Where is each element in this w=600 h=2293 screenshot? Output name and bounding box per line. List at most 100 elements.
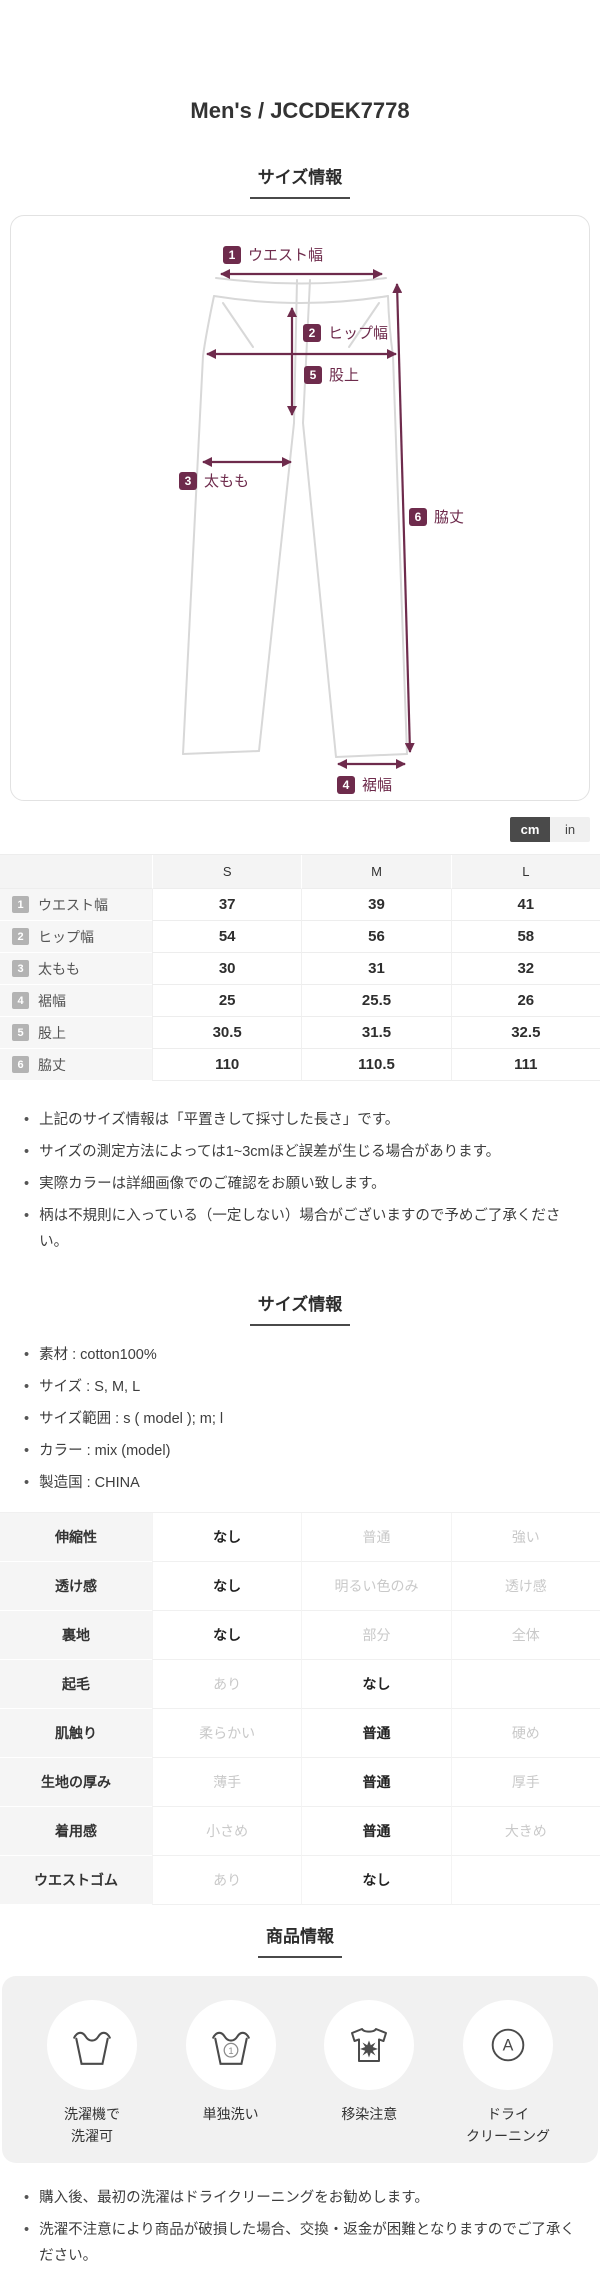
measure-label-rise: 5 股上 [304,364,359,385]
material-item: 製造国 : CHINA [20,1470,580,1496]
measure-label-hem: 4 裾幅 [337,774,392,795]
measurement-lines [202,269,415,769]
attribute-label: 透け感 [0,1562,152,1611]
attribute-option: 大きめ [450,1807,600,1856]
attribute-option: あり [152,1660,302,1709]
size-value-cell: 58 [450,921,600,953]
attribute-option: 明るい色のみ [301,1562,451,1611]
measure-label-text: 股上 [329,367,360,384]
note-item: 実際カラーは詳細画像でのご確認をお願い致します。 [20,1171,580,1197]
measure-label-thigh: 3 太もも [179,470,249,491]
note-item: 購入後、最初の洗濯はドライクリーニングをお勧めします。 [20,2185,580,2211]
measure-label-waist: 1 ウエスト幅 [223,244,323,265]
attribute-option: 薄手 [152,1758,302,1807]
size-value-cell: 26 [450,985,600,1017]
size-row-label: 1 ウエスト幅 [0,889,152,921]
size-table-column-header: S [152,855,302,889]
row-number-badge: 3 [12,960,29,977]
attribute-option: 普通 [301,1513,451,1562]
attribute-option: あり [152,1856,302,1905]
dry-clean-icon: A [491,2028,525,2062]
care-item-wash-separately: 1 単独洗い [181,2000,281,2147]
attribute-option: なし [301,1660,451,1709]
size-value-cell: 110.5 [301,1049,451,1081]
attribute-label: 起毛 [0,1660,152,1709]
care-label: 洗濯機で 洗濯可 [64,2106,120,2144]
pants-outline-svg [182,269,415,769]
size-value-cell: 111 [450,1049,600,1081]
care-instructions-panel: 洗濯機で 洗濯可 1 単独洗い 移染注意 A [2,1976,598,2163]
wash-separately-icon: 1 [211,2031,250,2065]
attribute-label: 着用感 [0,1807,152,1856]
size-value-cell: 39 [301,889,451,921]
measure-number-badge: 6 [409,507,427,526]
color-transfer-warning-icon [351,2028,388,2062]
size-value-cell: 37 [152,889,302,921]
size-value-cell: 31 [301,953,451,985]
material-item: カラー : mix (model) [20,1438,580,1464]
row-number-badge: 2 [12,928,29,945]
measure-number-badge: 2 [303,323,321,342]
attribute-option: なし [301,1856,451,1905]
size-row-label: 3 太もも [0,953,152,985]
attribute-option: 厚手 [450,1758,600,1807]
measure-label-text: 脇丈 [434,509,465,526]
size-table-column-header: M [301,855,451,889]
attribute-option: 小さめ [152,1807,302,1856]
row-number-badge: 5 [12,1024,29,1041]
note-item: 洗濯不注意により商品が破損した場合、交換・返金が困難となりますのでご了承ください… [20,2217,580,2269]
size-value-cell: 25.5 [301,985,451,1017]
attribute-option: なし [152,1513,302,1562]
attribute-option: 普通 [301,1807,451,1856]
unit-toggle-cm-button[interactable]: cm [510,817,550,842]
attribute-label: ウエストゴム [0,1856,152,1905]
attribute-label: 肌触り [0,1709,152,1758]
care-label: ドライ クリーニング [465,2106,550,2144]
size-row-label: 4 裾幅 [0,985,152,1017]
note-item: サイズの測定方法によっては1~3cmほど誤差が生じる場合があります。 [20,1139,580,1165]
attribute-table: 伸縮性 なし 普通 強い 透け感 なし 明るい色のみ 透け感 裏地 なし 部分 … [0,1512,600,1905]
attribute-option: 普通 [301,1758,451,1807]
size-row-label: 2 ヒップ幅 [0,921,152,953]
measure-number-badge: 5 [304,365,322,384]
size-value-cell: 31.5 [301,1017,451,1049]
unit-toggle-in-button[interactable]: in [550,817,590,842]
care-item-color-transfer: 移染注意 [319,2000,419,2147]
size-notes-list: 上記のサイズ情報は「平置きして採寸した長さ」です。 サイズの測定方法によっては1… [20,1107,580,1255]
row-number-badge: 4 [12,992,29,1009]
pants-outline [182,277,408,758]
size-value-cell: 30.5 [152,1017,302,1049]
note-item: 上記のサイズ情報は「平置きして採寸した長さ」です。 [20,1107,580,1133]
size-value-cell: 32 [450,953,600,985]
size-table-corner-cell [0,855,152,889]
svg-text:1: 1 [228,2045,233,2056]
size-value-cell: 110 [152,1049,302,1081]
svg-text:A: A [503,2037,514,2055]
attribute-option: 硬め [450,1709,600,1758]
attribute-label: 生地の厚み [0,1758,152,1807]
size-value-cell: 56 [301,921,451,953]
care-label: 移染注意 [341,2106,398,2122]
care-item-machine-wash: 洗濯機で 洗濯可 [42,2000,142,2147]
measure-number-badge: 3 [179,471,197,490]
attribute-option [450,1856,600,1905]
size-section-heading: サイズ情報 [0,168,600,199]
pants-measurement-diagram: 1 ウエスト幅 2 ヒップ幅 5 股上 3 太もも 6 脇丈 4 裾幅 [10,215,590,801]
info-section-heading: サイズ情報 [0,1295,600,1326]
care-circle: 1 [185,2000,276,2090]
attribute-label: 伸縮性 [0,1513,152,1562]
size-value-cell: 25 [152,985,302,1017]
material-item: サイズ : S, M, L [20,1374,580,1400]
size-row-label: 6 脇丈 [0,1049,152,1081]
measure-label-text: 裾幅 [362,777,393,794]
attribute-option: なし [152,1611,302,1660]
material-item: 素材 : cotton100% [20,1342,580,1368]
size-section-heading-text: サイズ情報 [249,168,351,199]
attribute-option: 普通 [301,1709,451,1758]
machine-wash-icon [73,2031,111,2065]
size-value-cell: 30 [152,953,302,985]
attribute-option [450,1660,600,1709]
care-notes-list: 購入後、最初の洗濯はドライクリーニングをお勧めします。 洗濯不注意により商品が破… [20,2185,580,2269]
measure-label-text: 太もも [204,473,250,490]
measure-label-text: ウエスト幅 [248,247,324,264]
